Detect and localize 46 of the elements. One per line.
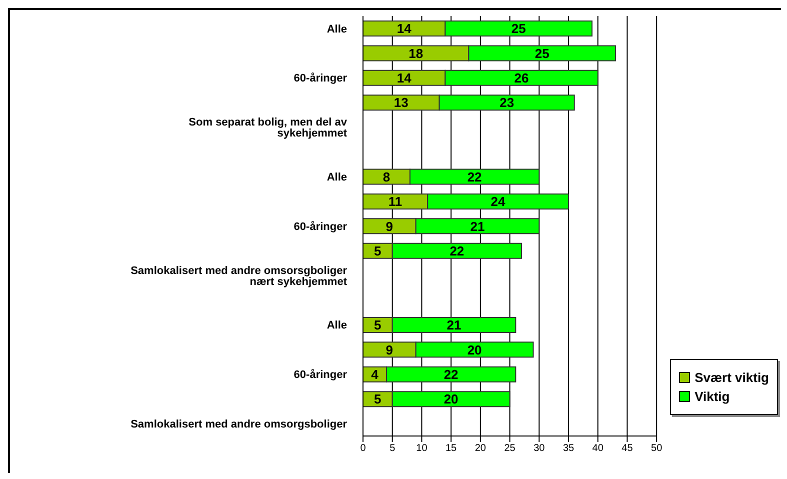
data-label: 5 xyxy=(374,392,382,407)
x-tick-label: 25 xyxy=(504,443,516,454)
y-tick-label: Samlokalisert med andre omsorgsboliger xyxy=(130,418,348,431)
data-label: 11 xyxy=(388,194,402,210)
data-label: 21 xyxy=(446,318,462,333)
data-label: 25 xyxy=(534,46,550,61)
x-tick-label: 45 xyxy=(622,443,634,454)
x-tick-label: 50 xyxy=(651,443,663,454)
legend-label: Svært viktig xyxy=(694,370,769,385)
data-label: 24 xyxy=(490,194,506,210)
y-tick-label: 60-åringer xyxy=(294,220,348,233)
x-tick-label: 15 xyxy=(446,443,458,454)
y-tick-label: 60-åringer xyxy=(294,368,348,382)
x-tick-label: 5 xyxy=(390,443,396,454)
x-tick-label: 40 xyxy=(592,443,604,454)
data-label: 14 xyxy=(396,21,412,36)
data-label: 8 xyxy=(382,169,390,184)
x-tick-label: 20 xyxy=(474,443,486,454)
y-tick-label: Alle xyxy=(326,171,347,184)
x-tick-label: 0 xyxy=(360,443,366,454)
legend-label: Viktig xyxy=(694,389,730,404)
y-tick-label: 60-åringer xyxy=(294,72,348,85)
data-label: 18 xyxy=(408,46,424,61)
data-label: 4 xyxy=(371,366,380,382)
data-label: 22 xyxy=(450,243,464,258)
data-label: 9 xyxy=(386,218,394,234)
data-label: 5 xyxy=(374,318,382,333)
y-tick-label: Som separat bolig, men del av sykehjemmet xyxy=(188,116,348,140)
data-label: 25 xyxy=(511,21,526,36)
x-tick-label: 10 xyxy=(416,443,428,454)
data-label: 22 xyxy=(467,169,482,184)
data-label: 22 xyxy=(444,366,458,382)
data-label: 14 xyxy=(396,70,412,86)
data-label: 13 xyxy=(394,95,408,110)
data-label: 20 xyxy=(467,342,482,358)
data-label: 26 xyxy=(514,70,529,86)
data-label: 5 xyxy=(374,243,382,258)
y-tick-label: Samlokalisert med andre omsorsgboliger nært sykehjemmet xyxy=(130,264,348,288)
data-label: 20 xyxy=(444,392,458,407)
data-label: 9 xyxy=(386,342,394,358)
y-tick-label: Alle xyxy=(326,23,347,36)
x-tick-label: 30 xyxy=(534,443,546,454)
y-tick-label: Alle xyxy=(326,320,347,332)
data-label: 23 xyxy=(500,95,514,110)
data-label: 21 xyxy=(470,218,485,234)
x-tick-label: 35 xyxy=(562,443,575,454)
